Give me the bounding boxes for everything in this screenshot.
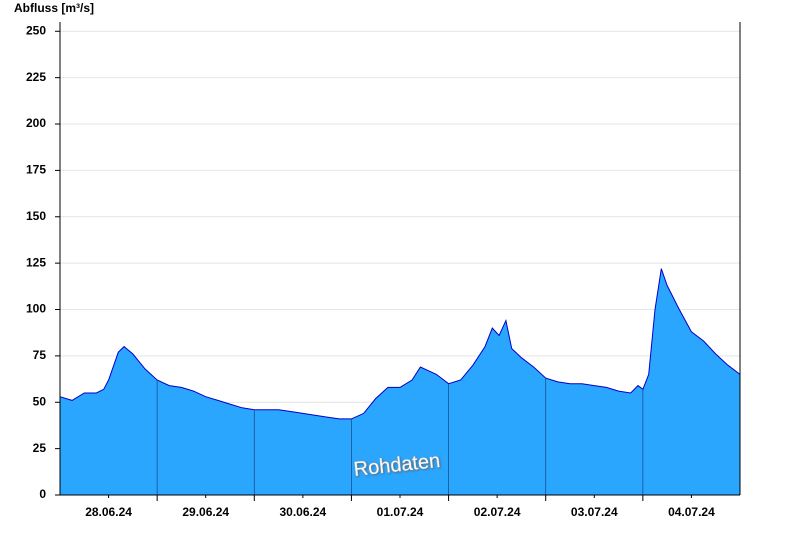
y-tick-label: 200 [26, 116, 46, 130]
x-tick-label: 01.07.24 [377, 505, 424, 519]
y-tick-label: 100 [26, 302, 46, 316]
y-axis-title: Abfluss [m³/s] [14, 1, 94, 15]
y-tick-label: 150 [26, 209, 46, 223]
y-tick-label: 125 [26, 255, 46, 269]
x-tick-label: 04.07.24 [668, 505, 715, 519]
x-tick-label: 03.07.24 [571, 505, 618, 519]
line [59, 268, 741, 420]
x-tick-label: 30.06.24 [279, 505, 326, 519]
y-tick-label: 0 [39, 487, 46, 501]
y-tick-label: 50 [33, 394, 47, 408]
y-tick-label: 250 [26, 23, 46, 37]
y-tick-label: 25 [33, 441, 47, 455]
x-tick-label: 29.06.24 [182, 505, 229, 519]
x-tick-label: 28.06.24 [85, 505, 132, 519]
y-tick-label: 225 [26, 70, 46, 84]
y-tick-label: 175 [26, 163, 46, 177]
area [60, 268, 740, 495]
y-tick-label: 75 [33, 348, 47, 362]
x-tick-label: 02.07.24 [474, 505, 521, 519]
